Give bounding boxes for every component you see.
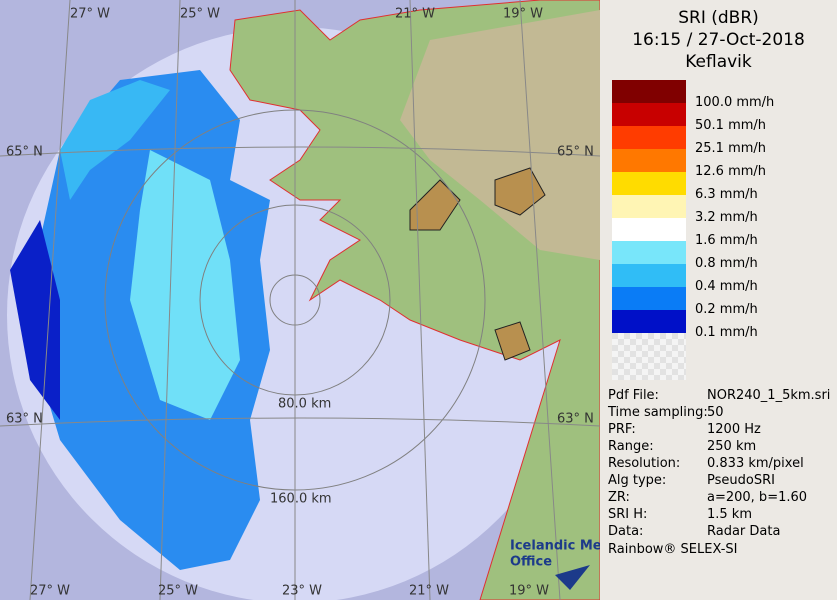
panel-title: SRI (dBR) [678, 8, 759, 28]
legend-swatch [612, 126, 686, 149]
longitude-label: 23° W [282, 584, 322, 599]
logo-mark [555, 565, 590, 590]
precipitation [10, 220, 60, 420]
longitude-label: 21° W [409, 584, 449, 599]
legend-swatch [612, 195, 686, 218]
precipitation [130, 150, 240, 420]
legend-label: 0.4 mm/h [695, 279, 758, 294]
side-panel: SRI (dBR) 16:15 / 27-Oct-2018 Keflavik 100.… [600, 0, 837, 600]
panel-title: 16:15 / 27-Oct-2018 [632, 30, 805, 50]
info-value: 0.833 km/pixel [707, 456, 804, 471]
legend-label: 1.6 mm/h [695, 233, 758, 248]
legend-swatch [612, 241, 686, 264]
meridian [519, 0, 561, 600]
info-key: Range: [608, 439, 654, 454]
latitude-label: 63° N [6, 412, 43, 427]
legend-swatch [612, 310, 686, 333]
radar-map: 27° W 25° W 21° W 19° W 27° W 25° W 23° W 21° W… [0, 0, 600, 600]
meridian [409, 0, 431, 600]
graticule [0, 0, 600, 600]
info-value: PseudoSRI [707, 473, 775, 488]
info-value: 1200 Hz [707, 422, 761, 437]
info-key: PRF: [608, 422, 636, 437]
longitude-label: 19° W [503, 7, 543, 22]
info-key: Pdf File: [608, 388, 659, 403]
range-label: 160.0 km [270, 492, 332, 507]
legend-swatch [612, 333, 686, 380]
legend-label: 25.1 mm/h [695, 141, 767, 156]
panel-title: Keflavik [685, 52, 752, 72]
legend-label: 0.2 mm/h [695, 302, 758, 317]
longitude-label: 27° W [30, 584, 70, 599]
logo-text: Office [510, 555, 552, 570]
glacier [494, 167, 546, 216]
legend-swatch [612, 218, 686, 241]
info-key: SRI H: [608, 507, 648, 522]
meridian [159, 0, 181, 600]
parallel [0, 146, 600, 157]
longitude-label: 25° W [158, 584, 198, 599]
info-value: 50 [707, 405, 724, 420]
latitude-label: 63° N [557, 412, 594, 427]
legend-swatch [612, 264, 686, 287]
legend-label: 100.0 mm/h [695, 95, 775, 110]
legend-swatch [612, 149, 686, 172]
longitude-label: 19° W [509, 584, 549, 599]
range-label: 80.0 km [278, 397, 331, 412]
logo-text: Icelandic Met [510, 539, 600, 554]
longitude-label: 21° W [395, 7, 435, 22]
legend-swatch [612, 287, 686, 310]
info-value: NOR240_1_5km.sri [707, 388, 831, 403]
info-key: ZR: [608, 490, 630, 505]
legend-label: 0.8 mm/h [695, 256, 758, 271]
legend-label: 50.1 mm/h [695, 118, 767, 133]
longitude-label: 27° W [70, 7, 110, 22]
glacier [409, 179, 461, 231]
glacier [494, 321, 531, 361]
latitude-label: 65° N [6, 145, 43, 160]
footer: Rainbow® SELEX-SI [608, 542, 738, 557]
legend-label: 6.3 mm/h [695, 187, 758, 202]
legend-swatch [612, 103, 686, 126]
latitude-label: 65° N [557, 145, 594, 160]
info-key: Data: [608, 524, 644, 539]
legend-label: 3.2 mm/h [695, 210, 758, 225]
longitude-label: 25° W [180, 7, 220, 22]
legend-swatch [612, 80, 686, 103]
legend-label: 12.6 mm/h [695, 164, 767, 179]
met-office-logo [555, 565, 590, 590]
info-key: Time sampling: [608, 405, 708, 420]
info-key: Alg type: [608, 473, 667, 488]
parallel [0, 417, 600, 427]
info-key: Resolution: [608, 456, 681, 471]
info-value: Radar Data [707, 524, 781, 539]
meridian [29, 0, 71, 600]
info-value: 250 km [707, 439, 757, 454]
highland [400, 10, 600, 260]
info-value: a=200, b=1.60 [707, 490, 808, 505]
info-value: 1.5 km [707, 507, 752, 522]
legend-label: 0.1 mm/h [695, 325, 758, 340]
precipitation [60, 80, 170, 200]
legend-swatch [612, 172, 686, 195]
